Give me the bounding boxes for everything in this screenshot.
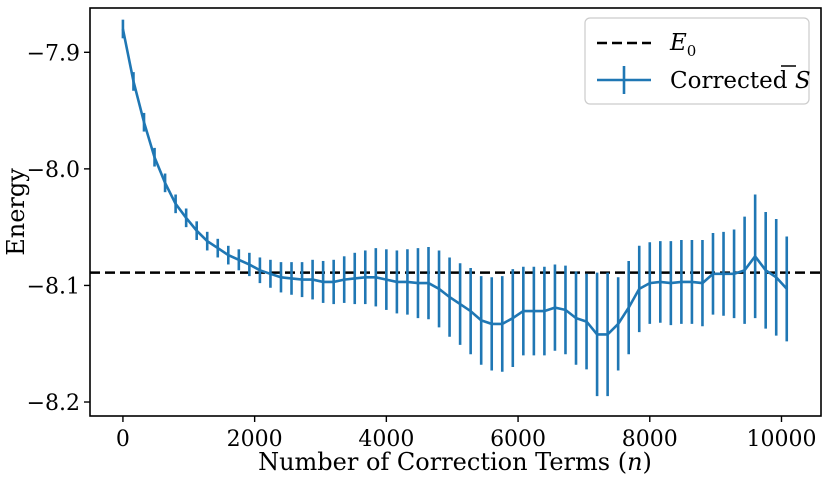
legend-box bbox=[584, 17, 810, 105]
legend: E0 Corrected S bbox=[584, 17, 811, 105]
y-tick-label: −7.9 bbox=[27, 41, 80, 66]
series-line-corrected-s bbox=[121, 28, 788, 336]
x-tick-label: 6000 bbox=[490, 427, 546, 452]
x-tick-label: 8000 bbox=[622, 427, 678, 452]
y-axis-ticks: −7.9 −8.0 −8.1 −8.2 bbox=[27, 41, 90, 416]
x-axis-label: Number of Correction Terms (n) bbox=[258, 448, 652, 476]
x-tick-label: 2000 bbox=[227, 427, 283, 452]
y-tick-label: −8.1 bbox=[27, 274, 80, 299]
legend-label-e0: E0 bbox=[669, 30, 696, 60]
legend-label-corrected-s: Corrected S bbox=[670, 68, 811, 94]
y-tick-label: −8.0 bbox=[27, 158, 80, 183]
axes-frame bbox=[89, 7, 822, 417]
y-tick-label: −8.2 bbox=[27, 391, 80, 416]
x-tick-label: 0 bbox=[116, 427, 130, 452]
x-tick-label: 10000 bbox=[746, 427, 816, 452]
x-tick-label: 4000 bbox=[358, 427, 414, 452]
y-axis-label: Energy bbox=[2, 168, 30, 256]
x-axis-ticks: 0 2000 4000 6000 8000 10000 bbox=[116, 416, 816, 452]
